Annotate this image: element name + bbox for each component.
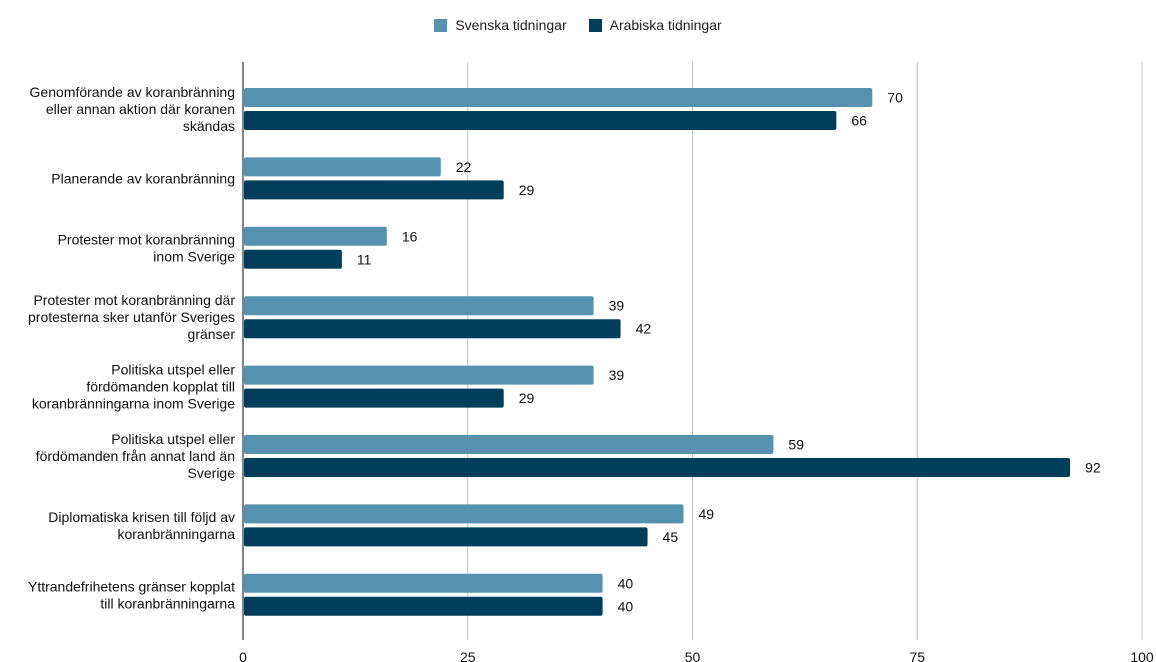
data-label-arabiska-5: 92	[1085, 460, 1101, 476]
category-label-line: fördömanden från annat land än	[36, 448, 235, 464]
bar-svenska-6	[244, 504, 684, 524]
category-label-line: inom Sverige	[153, 248, 235, 264]
data-label-svenska-5: 59	[788, 437, 804, 453]
bar-arabiska-3	[244, 319, 621, 339]
category-label-line: gränser	[188, 326, 236, 342]
category-label-0: Genomförande av koranbränning eller annan…	[30, 84, 235, 134]
bar-svenska-0	[244, 88, 873, 107]
legend-item-svenska: Svenska tidningar	[434, 17, 567, 33]
category-label-line: Yttrandefrihetens gränser kopplat	[28, 578, 235, 594]
bar-arabiska-7	[244, 596, 603, 616]
category-label-line: till koranbränningarna	[100, 595, 235, 611]
data-label-svenska-6: 49	[699, 506, 715, 522]
category-label-line: Diplomatiska krisen till följd av	[48, 509, 235, 525]
category-label-2: Protester mot koranbränning inom Sverige	[58, 231, 236, 264]
category-label-line: Genomförande av koranbränning	[30, 84, 235, 100]
data-label-svenska-0: 70	[887, 90, 903, 106]
category-label-1: Planerande av koranbränning	[51, 170, 235, 186]
bar-arabiska-1	[244, 180, 504, 200]
bar-arabiska-0	[244, 111, 837, 130]
x-tick-label-25: 25	[460, 649, 476, 662]
bar-arabiska-2	[244, 249, 342, 269]
category-label-7: Yttrandefrihetens gränser kopplat till ko…	[28, 578, 235, 611]
category-label-line: Politiska utspel eller	[111, 362, 235, 378]
x-tick-label-50: 50	[685, 649, 701, 662]
data-label-arabiska-6: 45	[663, 529, 679, 545]
x-tick-label-75: 75	[909, 649, 925, 662]
category-label-line: Planerande av koranbränning	[51, 170, 235, 186]
data-label-arabiska-4: 29	[519, 390, 535, 406]
bar-svenska-5	[244, 435, 774, 454]
category-label-4: Politiska utspel eller fördömanden koppla…	[32, 362, 235, 412]
data-label-arabiska-1: 29	[519, 182, 535, 198]
x-tick-label-0: 0	[239, 649, 247, 662]
legend-label-arabiska: Arabiska tidningar	[609, 17, 722, 33]
category-label-3: Protester mot koranbränning där protester…	[28, 292, 235, 342]
bar-arabiska-6	[244, 527, 648, 547]
category-label-line: Sverige	[188, 465, 236, 481]
x-tick-label-100: 100	[1130, 649, 1154, 662]
category-label-line: koranbränningarna	[117, 526, 235, 542]
category-label-5: Politiska utspel eller fördömanden från a…	[36, 431, 236, 481]
category-label-6: Diplomatiska krisen till följd av koranbr…	[48, 509, 235, 542]
category-label-line: skändas	[183, 118, 235, 134]
data-label-arabiska-0: 66	[851, 113, 867, 129]
legend-swatch-arabiska	[588, 18, 602, 32]
legend: Svenska tidningar Arabiska tidningar	[0, 17, 1156, 33]
category-label-line: protesterna sker utanför Sveriges	[28, 309, 235, 325]
category-label-line: Protester mot koranbränning där	[33, 292, 235, 308]
legend-label-svenska: Svenska tidningar	[455, 17, 567, 33]
data-label-arabiska-3: 42	[636, 321, 652, 337]
data-label-svenska-4: 39	[609, 367, 625, 383]
category-label-line: koranbränningarna inom Sverige	[32, 396, 235, 412]
category-label-line: Protester mot koranbränning	[58, 231, 235, 247]
data-label-svenska-1: 22	[456, 159, 472, 175]
bar-svenska-7	[244, 573, 603, 593]
bar-arabiska-5	[244, 458, 1071, 477]
bar-svenska-2	[244, 226, 387, 246]
bar-arabiska-4	[244, 388, 504, 408]
category-label-line: eller annan aktion där koranen	[46, 101, 235, 117]
data-label-arabiska-2: 11	[357, 251, 372, 267]
bar-svenska-3	[244, 296, 594, 316]
category-label-line: fördömanden kopplat till	[86, 379, 235, 395]
bar-svenska-4	[244, 365, 594, 385]
bar-svenska-1	[244, 157, 441, 177]
legend-swatch-svenska	[434, 18, 448, 32]
legend-item-arabiska: Arabiska tidningar	[588, 17, 722, 33]
category-label-line: Politiska utspel eller	[111, 431, 235, 447]
data-label-svenska-2: 16	[402, 228, 418, 244]
data-label-arabiska-7: 40	[618, 598, 634, 614]
data-label-svenska-3: 39	[609, 298, 625, 314]
data-label-svenska-7: 40	[618, 575, 634, 591]
